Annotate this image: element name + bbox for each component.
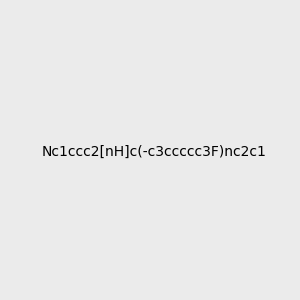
Text: Nc1ccc2[nH]c(-c3ccccc3F)nc2c1: Nc1ccc2[nH]c(-c3ccccc3F)nc2c1 [41,145,266,158]
